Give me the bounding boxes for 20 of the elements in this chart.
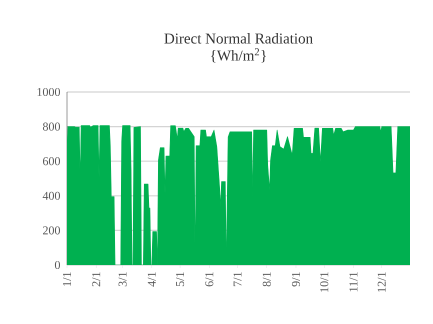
x-tick-label: 1/1 [62, 272, 72, 286]
x-tick-label: 2/1 [92, 272, 100, 286]
x-tick-label: 8/1 [262, 272, 271, 286]
y-tick-label: 0 [54, 260, 60, 270]
y-tick-label: 1000 [38, 88, 60, 96]
x-tick-label: 11/1 [349, 272, 358, 292]
x-tick-label: 6/1 [205, 272, 214, 286]
y-tick-label: 600 [42, 157, 60, 166]
x-tick-label: 12/1 [378, 272, 386, 292]
y-tick-label: 800 [42, 122, 60, 131]
x-tick-label: 10/1 [320, 272, 328, 292]
x-tick-label: 9/1 [292, 272, 300, 286]
y-tick-label: 400 [42, 192, 60, 200]
y-tick-label: 200 [43, 226, 60, 234]
x-tick-label: 4/1 [148, 272, 156, 287]
x-tick-label: 7/1 [234, 272, 242, 286]
x-tick-label: 5/1 [176, 272, 184, 286]
chart-subtitle: {Wh/m$^{2}$} [211, 48, 266, 62]
chart-title: Direct Normal Radiation [164, 33, 313, 44]
x-tick-label: 3/1 [118, 272, 127, 286]
